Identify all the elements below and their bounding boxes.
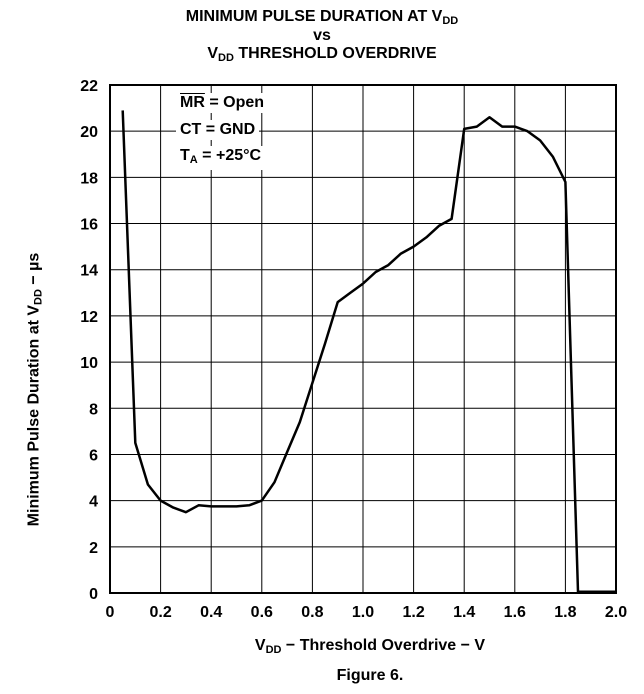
x-tick-label: 1.2 (402, 604, 424, 621)
y-tick-label: 2 (89, 540, 98, 557)
figure-caption: Figure 6. (336, 667, 404, 684)
y-tick-label: 0 (89, 586, 98, 603)
chart-title-line2: vs (313, 27, 331, 44)
chart-title-line3: VDD THRESHOLD OVERDRIVE (207, 45, 437, 64)
annotation-mr: MR = Open (176, 93, 269, 113)
y-axis-label: Minimum Pulse Duration at VDD − µs (25, 252, 45, 527)
y-tick-label: 14 (80, 263, 98, 280)
series-line (121, 110, 616, 594)
x-tick-label: 2.0 (605, 604, 627, 621)
y-tick-label: 8 (89, 401, 98, 418)
x-tick-label: 1.4 (453, 604, 475, 621)
annotation-ta: TA = +25°C (176, 146, 266, 170)
series-lines (121, 110, 616, 594)
x-tick-label: 1.8 (554, 604, 576, 621)
x-tick-label: 1.6 (504, 604, 526, 621)
y-tick-label: 20 (80, 124, 98, 141)
y-tick-label: 6 (89, 447, 98, 464)
y-tick-label: 12 (80, 309, 98, 326)
x-tick-label: 0.2 (149, 604, 171, 621)
y-tick-label: 16 (80, 217, 98, 234)
x-axis-label: VDD − Threshold Overdrive − V (254, 637, 486, 656)
x-tick-label: 0.6 (251, 604, 273, 621)
y-tick-label: 18 (80, 170, 98, 187)
x-tick-label: 0.4 (200, 604, 222, 621)
chart-title-line1: MINIMUM PULSE DURATION AT VDD (185, 8, 459, 27)
x-tick-label: 0 (106, 604, 115, 621)
y-tick-label: 4 (89, 494, 98, 511)
x-tick-label: 1.0 (352, 604, 374, 621)
x-tick-label: 0.8 (301, 604, 323, 621)
annotation-ct: CT = GND (176, 120, 260, 140)
plot-frame (109, 84, 617, 594)
y-tick-label: 22 (80, 78, 98, 95)
tick-labels: 0 0.2 0.4 0.6 0.8 1.0 1.2 1.4 1.6 1.8 2.0 0 2 4 6 8 10 12… (80, 78, 627, 621)
grid (109, 84, 617, 594)
y-tick-label: 10 (80, 355, 98, 372)
